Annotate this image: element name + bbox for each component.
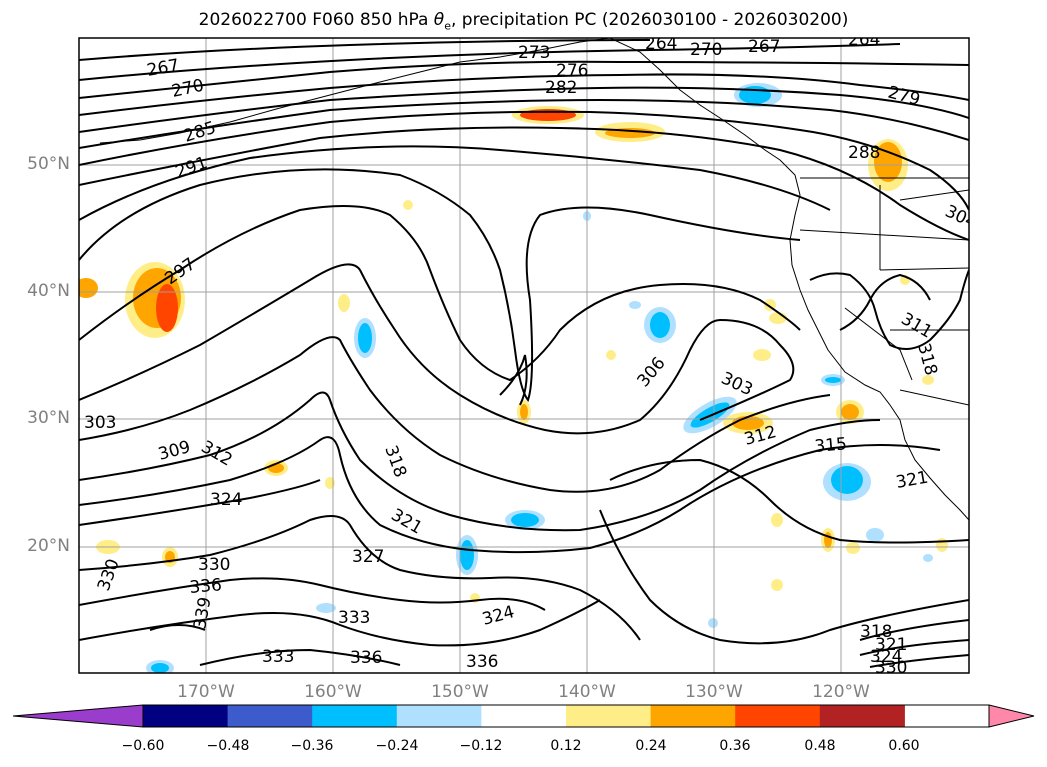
lat-lon-grid bbox=[79, 38, 969, 673]
svg-text:304: 304 bbox=[942, 201, 980, 233]
lon-label-140w: 140°W bbox=[558, 682, 616, 702]
svg-text:306: 306 bbox=[634, 353, 670, 391]
lon-label-170w: 170°W bbox=[177, 682, 235, 702]
svg-text:291: 291 bbox=[173, 153, 210, 183]
svg-text:312: 312 bbox=[198, 437, 236, 471]
colorbar-tick: 0.60 bbox=[888, 738, 920, 754]
svg-text:333: 333 bbox=[262, 647, 294, 667]
svg-text:333: 333 bbox=[338, 608, 370, 628]
svg-text:324: 324 bbox=[210, 490, 242, 510]
colorbar-tick: 0.36 bbox=[719, 738, 751, 754]
colorbar-tick: 0.48 bbox=[804, 738, 836, 754]
lat-label-50n: 50°N bbox=[27, 154, 70, 174]
svg-text:339: 339 bbox=[190, 595, 215, 630]
colorbar-segment bbox=[566, 705, 652, 727]
svg-text:336: 336 bbox=[189, 575, 223, 598]
svg-text:311: 311 bbox=[898, 309, 936, 343]
colorbar-tick: −0.48 bbox=[206, 738, 250, 754]
svg-text:318: 318 bbox=[860, 622, 892, 642]
colorbar-segment bbox=[735, 705, 821, 727]
colorbar bbox=[12, 704, 1035, 728]
colorbar-segment bbox=[312, 705, 398, 727]
colorbar-tick: −0.36 bbox=[290, 738, 334, 754]
svg-text:321: 321 bbox=[894, 468, 929, 493]
svg-text:330: 330 bbox=[94, 556, 124, 593]
svg-text:330: 330 bbox=[198, 555, 230, 575]
svg-text:324: 324 bbox=[870, 647, 902, 667]
svg-text:276: 276 bbox=[556, 61, 588, 81]
svg-text:321: 321 bbox=[875, 635, 907, 655]
svg-text:303: 303 bbox=[718, 368, 756, 400]
colorbar-segment bbox=[650, 705, 736, 727]
svg-text:318: 318 bbox=[380, 443, 410, 480]
svg-text:273: 273 bbox=[518, 43, 550, 63]
map-title: 2026022700 F060 850 hPa θe, precipitatio… bbox=[198, 10, 849, 33]
svg-text:321: 321 bbox=[388, 505, 426, 539]
colorbar-extend-high bbox=[989, 705, 1034, 727]
lat-label-30n: 30°N bbox=[27, 408, 70, 428]
colorbar-tick: 0.24 bbox=[635, 738, 667, 754]
colorbar-tick: −0.12 bbox=[459, 738, 503, 754]
colorbar-segment bbox=[227, 705, 313, 727]
colorbar-tick: 0.12 bbox=[550, 738, 582, 754]
colorbar-segment bbox=[396, 705, 482, 727]
svg-text:285: 285 bbox=[181, 118, 218, 147]
colorbar-segments bbox=[143, 705, 905, 727]
svg-text:264: 264 bbox=[848, 30, 880, 50]
colorbar-segment bbox=[819, 705, 905, 727]
svg-text:303: 303 bbox=[84, 413, 116, 433]
theta-e-contours bbox=[79, 39, 969, 668]
svg-text:336: 336 bbox=[350, 648, 382, 668]
plot-frame bbox=[78, 37, 970, 674]
lon-label-160w: 160°W bbox=[304, 682, 362, 702]
svg-text:327: 327 bbox=[352, 547, 384, 567]
svg-text:267: 267 bbox=[748, 37, 780, 57]
lat-label-40n: 40°N bbox=[27, 281, 70, 301]
svg-text:336: 336 bbox=[466, 652, 498, 672]
svg-text:288: 288 bbox=[848, 143, 880, 163]
colorbar-tick: −0.24 bbox=[375, 738, 419, 754]
colorbar-segment bbox=[143, 705, 229, 727]
svg-text:267: 267 bbox=[145, 56, 180, 81]
svg-text:318: 318 bbox=[913, 341, 941, 378]
colorbar-segment bbox=[481, 705, 567, 727]
svg-text:282: 282 bbox=[545, 78, 577, 98]
lon-label-130w: 130°W bbox=[685, 682, 743, 702]
svg-text:315: 315 bbox=[814, 434, 848, 457]
svg-text:279: 279 bbox=[886, 83, 923, 111]
svg-text:330: 330 bbox=[875, 658, 907, 678]
svg-text:264: 264 bbox=[645, 34, 677, 54]
colorbar-tick: −0.60 bbox=[121, 738, 165, 754]
svg-text:324: 324 bbox=[480, 602, 517, 630]
svg-text:270: 270 bbox=[690, 40, 722, 60]
colorbar-extend-low bbox=[13, 705, 143, 727]
lat-label-20n: 20°N bbox=[27, 536, 70, 556]
lon-label-120w: 120°W bbox=[812, 682, 870, 702]
lon-label-150w: 150°W bbox=[431, 682, 489, 702]
svg-text:270: 270 bbox=[170, 76, 206, 102]
